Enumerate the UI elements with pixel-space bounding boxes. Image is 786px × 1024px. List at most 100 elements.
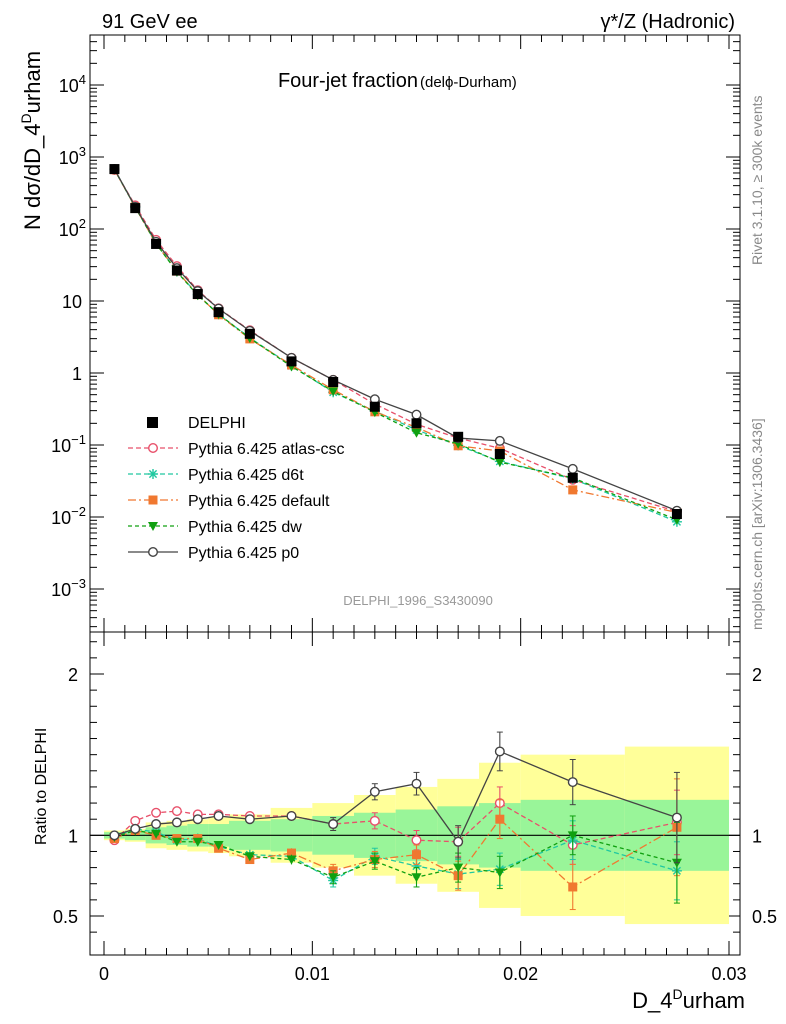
legend-entry: Pythia 6.425 dw	[128, 519, 302, 536]
data-point-delphi	[192, 289, 203, 300]
ratio-point-2	[412, 850, 421, 860]
main-y-tick-label: 1	[72, 364, 82, 384]
legend-label: Pythia 6.425 d6t	[188, 467, 304, 484]
legend-entry: Pythia 6.425 atlas-csc	[128, 441, 345, 458]
x-tick-label: 0.02	[503, 964, 538, 984]
ratio-point-4	[494, 746, 505, 757]
ratio-point-4	[567, 777, 578, 788]
ratio-point-3	[213, 841, 224, 851]
data-point-delphi	[286, 356, 297, 367]
data-point-delphi	[130, 203, 141, 214]
rivet-version-label: Rivet 3.1.10, ≥ 300k events	[749, 95, 765, 265]
ratio-y-tick-label: 2	[68, 665, 78, 685]
ratio-point-2	[495, 814, 505, 824]
ratio-point-0	[411, 835, 422, 846]
ratio-y-tick-label: 1	[68, 826, 78, 846]
ratio-point-4	[369, 786, 380, 797]
ratio-point-2	[568, 882, 578, 892]
ratio-point-4	[328, 819, 339, 830]
main-y-tick-label: 10−1	[51, 432, 86, 456]
data-point-delphi	[328, 376, 339, 387]
main-y-tick-label: 104	[59, 72, 86, 96]
main-plot-frame	[89, 34, 741, 633]
analysis-id-label: DELPHI_1996_S3430090	[343, 593, 493, 608]
main-y-tick-label: 103	[59, 144, 86, 168]
ratio-point-3	[567, 831, 578, 841]
ratio-point-3	[494, 868, 505, 878]
main-y-tick-label: 10−3	[51, 576, 86, 600]
star-stroke	[412, 861, 421, 871]
main-point-3	[328, 387, 339, 397]
ratio-point-3	[453, 863, 464, 873]
data-point-delphi	[411, 418, 422, 429]
legend-entry: Pythia 6.425 default	[128, 493, 330, 510]
ratio-point-3	[171, 837, 182, 847]
ratio-point-3	[286, 855, 297, 865]
ratio-y-axis-label: Ratio to DELPHI	[33, 728, 50, 845]
legend-marker-delphi	[147, 417, 158, 428]
data-point-delphi	[151, 238, 162, 249]
data-point-delphi	[244, 328, 255, 339]
ratio-point-3	[369, 857, 380, 867]
ratio-point-4	[286, 810, 297, 821]
ratio-point-0	[369, 815, 380, 826]
data-point-delphi	[494, 448, 505, 459]
x-tick-label: 0	[99, 964, 109, 984]
ratio-point-3	[411, 873, 422, 883]
legend-entry: Pythia 6.425 p0	[128, 545, 299, 562]
main-plot-area: 10−3 10−2 10−1 1 10 102 103 104	[51, 34, 741, 633]
data-point-delphi	[453, 431, 464, 442]
data-point-delphi	[213, 307, 224, 318]
ratio-point-3	[151, 829, 162, 839]
ratio-point-4	[130, 823, 141, 834]
x-axis-label: D_4Durham	[632, 986, 745, 1013]
ratio-point-4	[109, 830, 120, 841]
header-right-label: γ*/Z (Hadronic)	[601, 11, 735, 33]
data-point-delphi	[567, 472, 578, 483]
plot-title-sub: (delϕ-Durham)	[420, 74, 517, 91]
legend-marker	[147, 547, 158, 558]
ratio-point-4	[671, 812, 682, 823]
ratio-point-4	[192, 814, 203, 825]
main-point-3	[411, 428, 422, 438]
main-y-tick-label: 10−2	[51, 504, 86, 528]
x-tick-label: 0.01	[295, 964, 330, 984]
ratio-point-0	[130, 815, 141, 826]
main-y-tick-label: 102	[59, 216, 86, 240]
ratio-y-tick-label-right: 1	[752, 826, 762, 846]
ratio-y-tick-label: 0.5	[53, 907, 78, 927]
data-point-delphi	[109, 164, 120, 175]
legend-label: Pythia 6.425 default	[188, 493, 330, 510]
ratio-plot-frame	[89, 631, 741, 956]
legend-entry-delphi: DELPHI	[147, 415, 246, 432]
ratio-point-4	[171, 817, 182, 828]
main-series-line-4	[113, 168, 678, 512]
data-point-delphi	[171, 265, 182, 276]
legend-marker	[148, 469, 158, 479]
header-left-label: 91 GeV ee	[102, 11, 198, 33]
star-stroke	[148, 469, 158, 479]
main-series-line-0	[113, 169, 678, 513]
ratio-point-4	[151, 819, 162, 830]
legend-label: Pythia 6.425 dw	[188, 519, 302, 536]
ratio-point-4	[213, 810, 224, 821]
ratio-point-0	[171, 806, 182, 817]
ratio-point-4	[411, 778, 422, 789]
plot-title: Four-jet fraction	[278, 70, 418, 92]
legend-label-delphi: DELPHI	[188, 415, 246, 432]
x-tick-label: 0.03	[711, 964, 746, 984]
ratio-point-0	[151, 807, 162, 818]
ratio-point-3	[244, 852, 255, 862]
data-point-delphi	[671, 509, 682, 520]
main-y-axis-label: N dσ/dD_4Durham	[18, 51, 45, 230]
legend-label: Pythia 6.425 atlas-csc	[188, 441, 345, 458]
main-y-tick-label: 10	[62, 292, 82, 312]
legend-marker	[148, 522, 158, 531]
main-point-2	[568, 485, 578, 495]
legend-marker	[148, 495, 158, 505]
ratio-point-4	[453, 836, 464, 847]
main-point-4	[411, 409, 422, 420]
legend-entry: Pythia 6.425 d6t	[128, 467, 304, 484]
main-point-4	[567, 463, 578, 474]
ratio-point-3	[192, 837, 203, 847]
